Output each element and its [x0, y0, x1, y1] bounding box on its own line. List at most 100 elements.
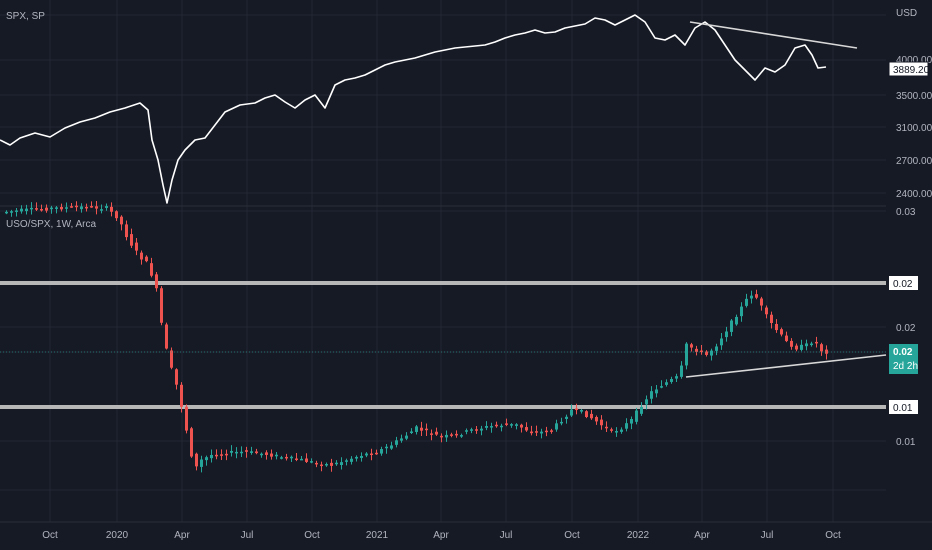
candle-body	[325, 463, 328, 466]
candle-body	[90, 206, 93, 208]
candle-body	[785, 335, 788, 342]
candle-body	[30, 207, 33, 210]
candle-body	[355, 456, 358, 459]
candle-body	[410, 431, 413, 434]
time-label: 2022	[627, 530, 650, 541]
candle-body	[635, 410, 638, 422]
candle-body	[680, 365, 683, 377]
candle-body	[335, 462, 338, 465]
candle-body	[645, 399, 648, 405]
candle-body	[25, 208, 28, 212]
candle-body	[295, 458, 298, 460]
candle-body	[525, 427, 528, 431]
time-label: 2020	[106, 530, 129, 541]
spx-pane[interactable]: SPX, SP USD 3500.00 3100.00 2700.00 2400.00…	[0, 8, 932, 204]
candle-body	[530, 431, 533, 434]
candle-body	[720, 338, 723, 346]
uso-axis-tick: 0.03	[896, 207, 916, 218]
candle-body	[55, 207, 58, 209]
candle-body	[200, 459, 203, 467]
spx-price-axis[interactable]: 3500.00 3100.00 2700.00 2400.00 4000.00	[896, 55, 932, 200]
candle-body	[520, 424, 523, 428]
candle-body	[160, 288, 163, 323]
candle-body	[510, 424, 513, 426]
candle-body	[595, 417, 598, 422]
time-label: Oct	[304, 530, 320, 541]
candle-body	[740, 306, 743, 317]
candle-body	[485, 426, 488, 428]
level-label-upper: 0.02	[893, 279, 913, 290]
candle-body	[700, 350, 703, 353]
spx-trendline[interactable]	[689, 21, 858, 49]
candle-body	[215, 454, 218, 457]
candle-body	[35, 208, 38, 210]
candle-body	[155, 274, 158, 289]
uso-axis-tick: 0.02	[896, 323, 916, 334]
candle-body	[280, 457, 283, 459]
candle-body	[495, 424, 498, 427]
time-axis[interactable]: Oct 2020 Apr Jul Oct 2021 Apr Jul Oct 2022 Apr Jul O…	[42, 530, 841, 541]
candle-body	[415, 426, 418, 432]
candle-body	[330, 462, 333, 466]
candle-body	[220, 454, 223, 456]
candle-body	[800, 344, 803, 350]
candle-body	[660, 386, 663, 388]
level-label-lower: 0.01	[893, 403, 913, 414]
candle-body	[210, 454, 213, 459]
uso-spx-pane[interactable]: USO/SPX, 1W, Arca 0.03 0.02 0.01 0.02 0.01…	[0, 201, 918, 473]
candle-body	[15, 210, 18, 212]
candle-body	[715, 346, 718, 351]
candle-body	[230, 450, 233, 453]
candle-body	[585, 411, 588, 417]
candle-body	[75, 205, 78, 208]
candle-body	[375, 452, 378, 455]
candle-body	[655, 389, 658, 394]
candle-body	[580, 410, 583, 412]
candle-body	[470, 429, 473, 431]
candle-body	[170, 350, 173, 368]
candle-body	[545, 430, 548, 433]
candle-body	[145, 256, 148, 262]
candle-body	[745, 298, 748, 306]
candle-body	[235, 451, 238, 454]
candle-body	[430, 433, 433, 435]
candle-body	[165, 324, 168, 349]
candle-body	[395, 440, 398, 445]
candle-body	[290, 456, 293, 459]
candle-body	[285, 456, 288, 459]
candle-body	[105, 206, 108, 208]
candle-body	[810, 343, 813, 346]
candle-body	[305, 458, 308, 462]
candle-body	[600, 419, 603, 426]
candle-body	[620, 429, 623, 432]
candle-body	[795, 345, 798, 350]
candle-body	[445, 434, 448, 438]
spx-symbol-label: SPX, SP	[6, 11, 45, 22]
candle-body	[695, 348, 698, 352]
time-label: Jul	[241, 530, 254, 541]
uso-axis-tick: 0.01	[896, 437, 916, 448]
candle-body	[465, 430, 468, 432]
spx-currency-label: USD	[896, 8, 917, 19]
time-label: Oct	[564, 530, 580, 541]
candle-body	[815, 341, 818, 344]
candle-body	[255, 451, 258, 454]
candle-body	[270, 453, 273, 457]
candle-body	[20, 208, 23, 212]
candle-body	[475, 429, 478, 431]
candle-body	[490, 426, 493, 428]
candle-body	[690, 344, 693, 348]
candle-body	[60, 206, 63, 210]
uso-spx-price-axis[interactable]: 0.03 0.02 0.01	[896, 207, 916, 448]
candle-body	[240, 451, 243, 454]
candle-body	[590, 413, 593, 419]
uso-spx-rising-trendline[interactable]	[685, 354, 887, 378]
candle-body	[610, 429, 613, 431]
horizontal-levels[interactable]	[0, 281, 886, 409]
candle-body	[125, 224, 128, 238]
candle-body	[755, 294, 758, 298]
spx-price-line	[0, 14, 827, 204]
time-label: Oct	[42, 530, 58, 541]
